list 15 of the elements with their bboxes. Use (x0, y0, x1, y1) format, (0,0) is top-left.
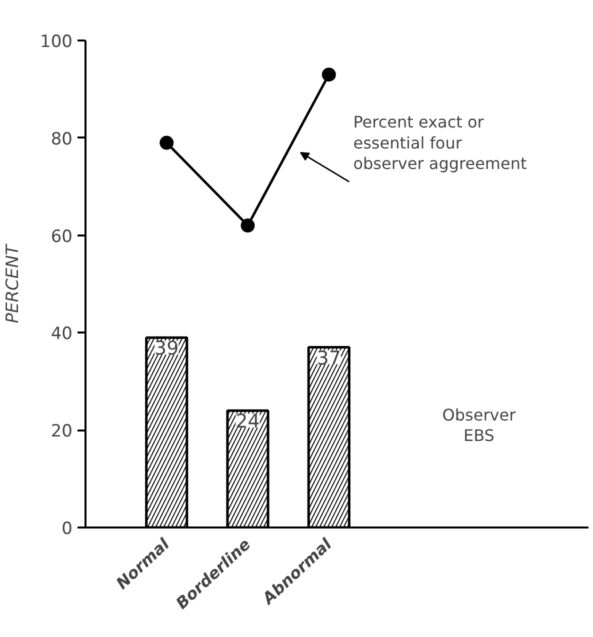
y-tick-label: 20 (50, 422, 73, 442)
point (322, 68, 336, 82)
y-axis-title: PERCENT (3, 243, 24, 324)
y-tick-label: 0 (62, 519, 73, 539)
annotation: Percent exact or essential four observer aggreement (353, 112, 527, 174)
y-tick-label: 40 (50, 324, 73, 344)
point (160, 136, 174, 150)
data-label: 24 (236, 410, 260, 433)
data-label: 39 (154, 338, 179, 360)
data-label: 37 (316, 347, 341, 370)
y-tick-label: 100 (40, 32, 73, 52)
y-tick-label: 80 (50, 129, 73, 150)
y-tick-label: 60 (50, 226, 73, 247)
point (240, 218, 255, 233)
text: Observer EBS (442, 405, 516, 446)
